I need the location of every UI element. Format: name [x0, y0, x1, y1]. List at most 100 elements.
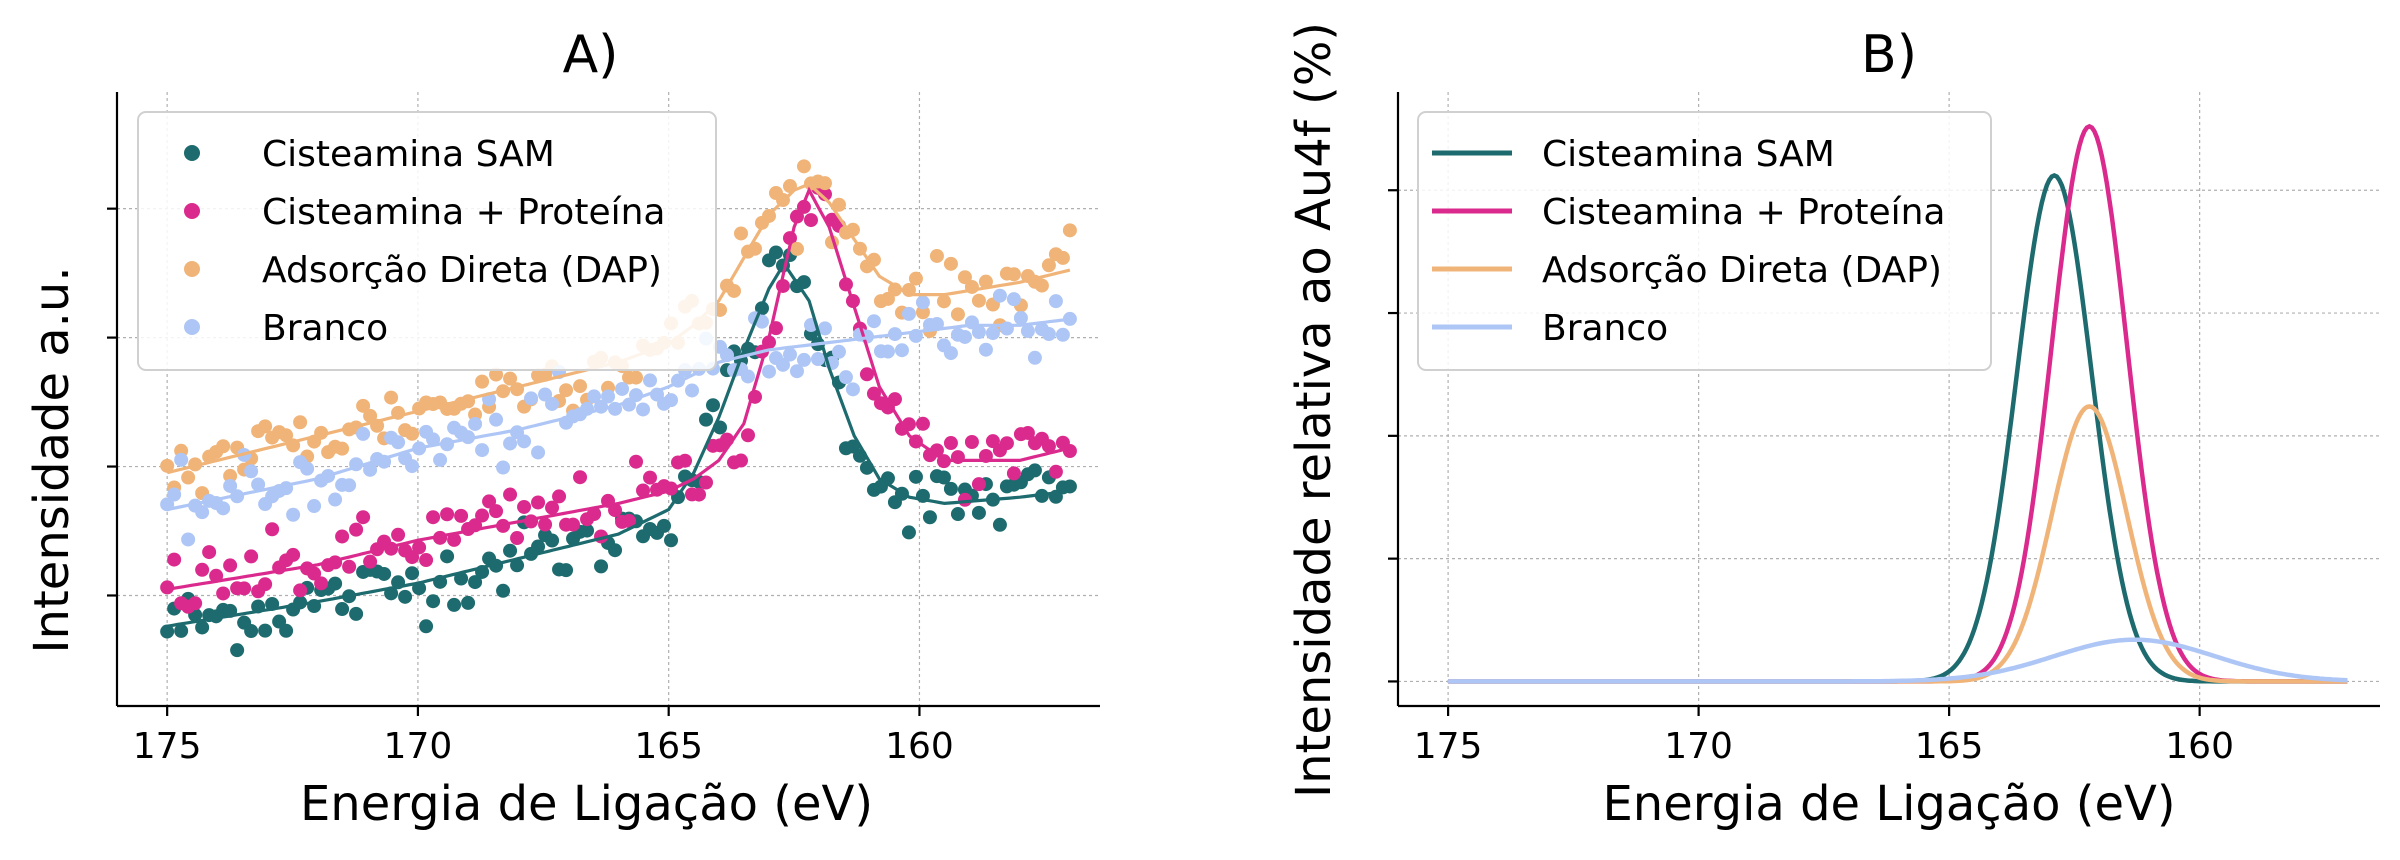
- panel-a-point-branco: [489, 412, 504, 427]
- panel-a-point-cisteamina-proteina: [964, 435, 979, 450]
- panel-a-point-branco: [391, 435, 406, 450]
- panel-a-point-branco: [1048, 294, 1063, 309]
- panel-a-point-cisteamina-sam: [901, 525, 916, 540]
- panel-a-point-cisteamina-proteina: [971, 477, 986, 492]
- panel-a-point-branco: [685, 383, 700, 398]
- panel-a-point-branco: [957, 329, 972, 344]
- panel-a-point-cisteamina-proteina: [803, 213, 818, 228]
- panel-a-point-branco: [587, 389, 602, 404]
- panel-a-point-adsorcao-direta-dap: [733, 226, 748, 241]
- panel-a-point-adsorcao-direta-dap: [943, 256, 958, 271]
- panel-b-legend-label: Cisteamina + Proteína: [1542, 192, 1945, 233]
- panel-a-point-cisteamina-proteina: [426, 510, 441, 525]
- panel-a-point-cisteamina-proteina: [216, 586, 231, 601]
- panel-a-point-cisteamina-proteina: [335, 529, 350, 544]
- panel-a-point-cisteamina-sam: [608, 543, 623, 558]
- panel-a: 175 170 165 160 A) Energia de Ligação (eV) …: [24, 25, 1100, 832]
- panel-a-point-cisteamina-sam: [440, 549, 455, 564]
- panel-a-point-cisteamina-proteina: [447, 532, 462, 547]
- panel-a-point-branco: [943, 346, 958, 361]
- panel-a-point-cisteamina-proteina: [188, 596, 203, 611]
- panel-a-point-branco: [195, 505, 210, 520]
- panel-b-x-axis-label: Energia de Ligação (eV): [1602, 776, 2175, 832]
- panel-a-point-cisteamina-proteina: [678, 453, 693, 468]
- panel-a-point-cisteamina-sam: [992, 517, 1007, 532]
- panel-b-x-tick-label: 170: [1664, 726, 1733, 767]
- panel-a-point-adsorcao-direta-dap: [223, 468, 238, 483]
- panel-a-legend-label: Cisteamina + Proteína: [262, 192, 665, 233]
- panel-a-point-cisteamina-sam: [908, 469, 923, 484]
- panel-a-point-cisteamina-proteina: [454, 508, 469, 523]
- panel-a-point-cisteamina-proteina: [692, 487, 707, 502]
- panel-b-legend-label: Adsorção Direta (DAP): [1542, 250, 1942, 291]
- panel-a-point-cisteamina-sam: [419, 619, 434, 634]
- panel-a-point-adsorcao-direta-dap: [978, 274, 993, 289]
- panel-b-x-tick-label: 175: [1414, 726, 1483, 767]
- panel-a-point-cisteamina-proteina: [636, 483, 651, 498]
- panel-a-point-cisteamina-sam: [349, 606, 364, 621]
- panel-a-point-adsorcao-direta-dap: [181, 470, 196, 485]
- panel-b-title: B): [1861, 25, 1917, 85]
- panel-a-point-cisteamina-proteina: [587, 507, 602, 522]
- panel-a-legend-marker: [184, 145, 200, 161]
- panel-a-point-cisteamina-proteina: [223, 558, 238, 573]
- panel-a-point-cisteamina-proteina: [482, 494, 497, 509]
- panel-a-point-adsorcao-direta-dap: [279, 428, 294, 443]
- panel-a-point-cisteamina-proteina: [1062, 444, 1077, 459]
- panel-a-point-adsorcao-direta-dap: [489, 367, 504, 382]
- panel-a-axes: 175 170 165 160: [107, 92, 1100, 767]
- panel-a-point-cisteamina-sam: [230, 643, 245, 658]
- panel-a-point-branco: [307, 499, 322, 514]
- panel-a-point-adsorcao-direta-dap: [789, 241, 804, 256]
- panel-a-point-cisteamina-sam: [377, 566, 392, 581]
- panel-a-point-adsorcao-direta-dap: [475, 374, 490, 389]
- panel-a-point-cisteamina-sam: [496, 583, 511, 598]
- panel-a-point-adsorcao-direta-dap: [384, 390, 399, 405]
- panel-a-point-cisteamina-proteina: [531, 495, 546, 510]
- panel-a-point-branco: [796, 352, 811, 367]
- panel-a-legend-marker: [184, 261, 200, 277]
- panel-a-point-branco: [286, 507, 301, 522]
- panel-a-point-adsorcao-direta-dap: [1034, 278, 1049, 293]
- panel-a-point-branco: [1020, 324, 1035, 339]
- panel-a-point-branco: [636, 402, 651, 417]
- panel-a-point-branco: [817, 321, 832, 336]
- panel-a-point-cisteamina-sam: [258, 623, 273, 638]
- panel-a-point-cisteamina-proteina: [573, 470, 588, 485]
- panel-a-point-branco: [789, 364, 804, 379]
- panel-a-point-adsorcao-direta-dap: [216, 439, 231, 454]
- panel-a-point-adsorcao-direta-dap: [160, 458, 175, 473]
- panel-b-line-adsorcao-direta-dap: [1448, 404, 2348, 684]
- panel-a-point-cisteamina-proteina: [258, 577, 273, 592]
- panel-a-point-cisteamina-proteina: [160, 580, 175, 595]
- panel-a-point-branco: [740, 369, 755, 384]
- panel-a-point-branco: [251, 477, 266, 492]
- panel-a-point-branco: [496, 460, 511, 475]
- panel-a-point-branco: [342, 478, 357, 493]
- panel-a-point-branco: [216, 501, 231, 516]
- panel-a-point-branco: [223, 478, 238, 493]
- panel-a-point-adsorcao-direta-dap: [356, 398, 371, 413]
- panel-a-point-branco: [1013, 310, 1028, 325]
- panel-a-point-cisteamina-sam: [195, 620, 210, 635]
- panel-a-point-cisteamina-proteina: [622, 514, 637, 529]
- panel-b-legend-box: [1417, 111, 1992, 371]
- panel-a-point-cisteamina-sam: [426, 594, 441, 609]
- panel-a-legend-label: Cisteamina SAM: [262, 134, 555, 175]
- panel-a-point-cisteamina-proteina: [167, 552, 182, 567]
- panel-a-point-cisteamina-proteina: [412, 540, 427, 555]
- panel-a-point-cisteamina-proteina: [566, 517, 581, 532]
- panel-a-point-branco: [300, 461, 315, 476]
- panel-a-point-adsorcao-direta-dap: [293, 415, 308, 430]
- panel-a-point-adsorcao-direta-dap: [1055, 250, 1070, 265]
- panel-a-point-adsorcao-direta-dap: [363, 408, 378, 423]
- panel-a-point-branco: [643, 373, 658, 388]
- panel-a-point-adsorcao-direta-dap: [629, 370, 644, 385]
- panel-a-point-cisteamina-sam: [405, 566, 420, 581]
- panel-a-point-branco: [433, 452, 448, 467]
- panel-a-point-branco: [1027, 350, 1042, 365]
- panel-a-point-branco: [475, 443, 490, 458]
- panel-a-legend-label: Adsorção Direta (DAP): [262, 250, 662, 291]
- panel-a-point-branco: [838, 370, 853, 385]
- panel-a-point-cisteamina-sam: [1027, 463, 1042, 478]
